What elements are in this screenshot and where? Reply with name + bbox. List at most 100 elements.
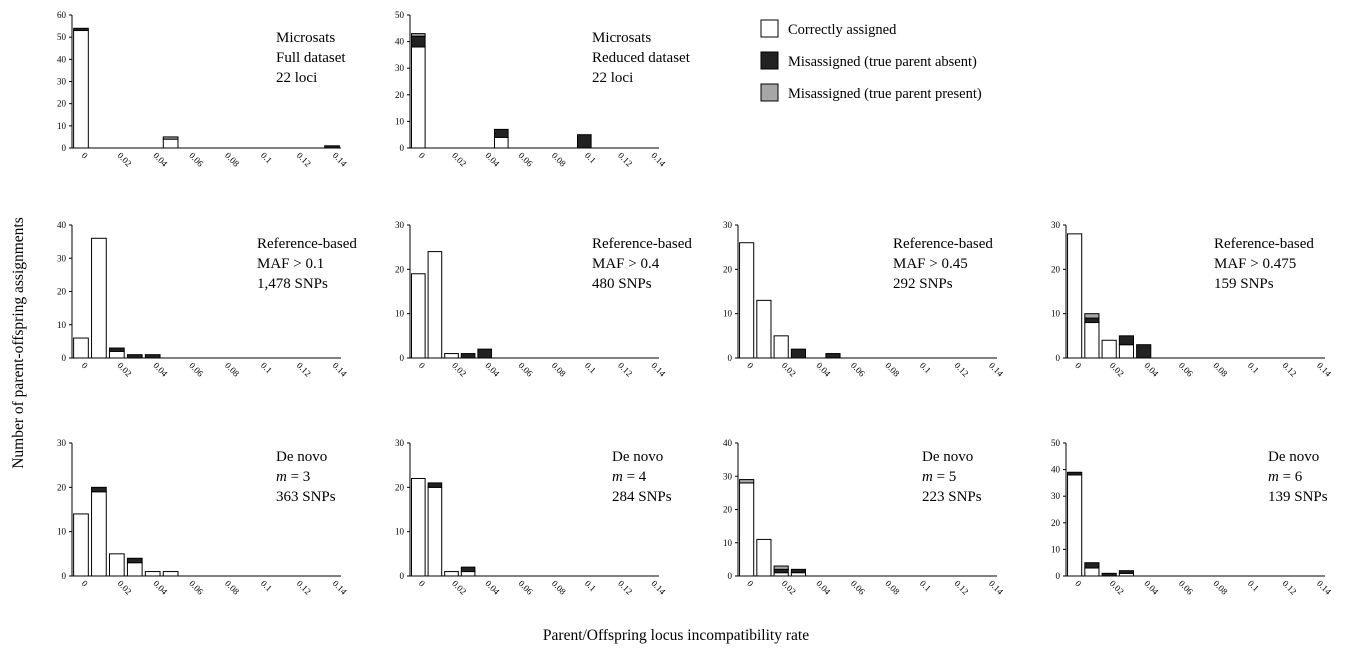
y-tick-label: 10 (1051, 309, 1061, 319)
panel-2: 0 10 20 30 40 50 0 0.02 0.04 0.06 0.08 0.1 0.12 0.14 M… (395, 10, 691, 169)
y-tick-label: 30 (57, 253, 67, 263)
annotation-m-value: = 3 (287, 469, 310, 485)
panel-annotation: Reference-based MAF > 0.475 159 SNPs (1214, 236, 1314, 292)
annotation-line: Microsats (592, 30, 651, 46)
x-tick-label: 0.08 (883, 360, 902, 379)
annotation-m-value: = 5 (933, 469, 956, 485)
legend-swatch-present (760, 83, 779, 102)
y-tick-label: 30 (57, 438, 67, 448)
x-tick-label: 0.14 (987, 578, 1006, 597)
y-tick-label: 30 (395, 438, 405, 448)
bar-correct (756, 538, 772, 577)
annotation-line: Reduced dataset (592, 50, 691, 66)
legend-swatch-correct (760, 19, 779, 38)
bar-absent (477, 348, 493, 359)
x-tick-label: 0.14 (649, 150, 668, 169)
y-tick-label: 10 (57, 527, 67, 537)
panel-annotation: Reference-based MAF > 0.4 480 SNPs (592, 236, 692, 292)
legend: Correctly assigned Misassigned (true par… (760, 19, 982, 102)
x-tick-label: 0.08 (223, 360, 242, 379)
annotation-line: MAF > 0.45 (893, 256, 968, 272)
annotation-line: 159 SNPs (1214, 276, 1274, 292)
annotation-line: Reference-based (1214, 236, 1314, 252)
y-tick-label: 0 (62, 571, 67, 581)
y-tick-label: 30 (395, 63, 405, 73)
annotation-line: MAF > 0.1 (257, 256, 324, 272)
x-tick-label: 0 (1073, 578, 1084, 589)
annotation-line: m = 6 (1268, 469, 1303, 485)
bar-absent (1136, 344, 1152, 359)
y-tick-label: 50 (1051, 438, 1061, 448)
annotation-line: Reference-based (592, 236, 692, 252)
bar-absent (460, 566, 476, 573)
panel-5: 0 10 20 30 0 0.02 0.04 0.06 0.08 0.1 0.12 0.14 Refer… (723, 220, 1006, 379)
x-tick-label: 0.06 (187, 578, 206, 597)
x-axis-label: Parent/Offspring locus incompatibility r… (543, 627, 809, 644)
annotation-line: 284 SNPs (612, 489, 672, 505)
x-tick-label: 0.06 (516, 360, 535, 379)
y-tick-label: 30 (57, 77, 67, 87)
x-tick-label: 0.12 (952, 360, 970, 378)
x-tick-label: 0.12 (295, 360, 313, 378)
panel-annotation: Microsats Reduced dataset 22 loci (592, 30, 691, 86)
panel-annotation: Reference-based MAF > 0.1 1,478 SNPs (257, 236, 357, 292)
y-tick-label: 60 (57, 10, 67, 20)
x-tick-label: 0 (745, 578, 756, 589)
y-tick-label: 30 (395, 220, 405, 230)
y-tick-label: 20 (57, 99, 67, 109)
x-tick-label: 0.1 (583, 578, 598, 593)
x-tick-label: 0.06 (1177, 360, 1196, 379)
x-tick-label: 0 (80, 578, 91, 589)
annotation-line: Reference-based (257, 236, 357, 252)
bar-correct (773, 335, 789, 359)
panel-annotation: De novo m = 4 284 SNPs (612, 449, 672, 505)
x-tick-label: 0.02 (450, 150, 468, 168)
bar-present (1084, 313, 1100, 319)
y-tick-label: 20 (1051, 518, 1061, 528)
annotation-line: 363 SNPs (276, 489, 336, 505)
x-tick-label: 0.04 (483, 360, 502, 379)
bar-absent (91, 486, 107, 493)
x-tick-label: 0.02 (115, 150, 133, 168)
x-tick-label: 0.06 (516, 150, 535, 169)
bar-correct (444, 353, 459, 359)
bar-correct (108, 350, 125, 359)
y-tick-label: 0 (400, 143, 405, 153)
y-tick-label: 30 (1051, 220, 1061, 230)
x-tick-label: 0.06 (187, 360, 206, 379)
panel-7: 0 10 20 30 0 0.02 0.04 0.06 0.08 0.1 0.12 0.14 De no… (57, 438, 349, 597)
x-tick-label: 0.06 (516, 578, 535, 597)
annotation-m-symbol: m (276, 469, 287, 485)
y-tick-label: 20 (1051, 264, 1061, 274)
annotation-m-symbol: m (612, 469, 623, 485)
y-tick-label: 10 (57, 320, 67, 330)
bar-absent (1067, 471, 1083, 476)
annotation-line: m = 5 (922, 469, 956, 485)
x-tick-label: 0.12 (1280, 360, 1298, 378)
panel-annotation: De novo m = 6 139 SNPs (1268, 449, 1328, 505)
x-tick-label: 0 (80, 150, 91, 161)
bar-absent (1084, 317, 1100, 324)
x-tick-label: 0.1 (1246, 578, 1261, 593)
bar-present (739, 479, 755, 484)
x-tick-label: 0.02 (780, 578, 798, 596)
bar-correct (1084, 322, 1100, 359)
annotation-line: 22 loci (276, 70, 317, 86)
bar-correct (756, 299, 772, 359)
bar-correct (1067, 474, 1083, 577)
y-tick-label: 0 (1056, 353, 1061, 363)
y-tick-label: 40 (1051, 465, 1061, 475)
annotation-line: De novo (276, 449, 327, 465)
bar-absent (126, 557, 143, 564)
bar-correct (73, 513, 89, 577)
legend-label-absent: Misassigned (true parent absent) (788, 54, 977, 70)
x-tick-label: 0.02 (115, 360, 133, 378)
x-tick-label: 0.02 (115, 578, 133, 596)
bar-absent (1101, 572, 1117, 577)
x-tick-label: 0.08 (550, 578, 569, 597)
y-tick-label: 50 (57, 32, 67, 42)
bar-correct (162, 571, 179, 577)
x-tick-label: 0.04 (151, 150, 170, 169)
x-tick-label: 0.02 (450, 360, 468, 378)
bar-absent (410, 35, 426, 48)
